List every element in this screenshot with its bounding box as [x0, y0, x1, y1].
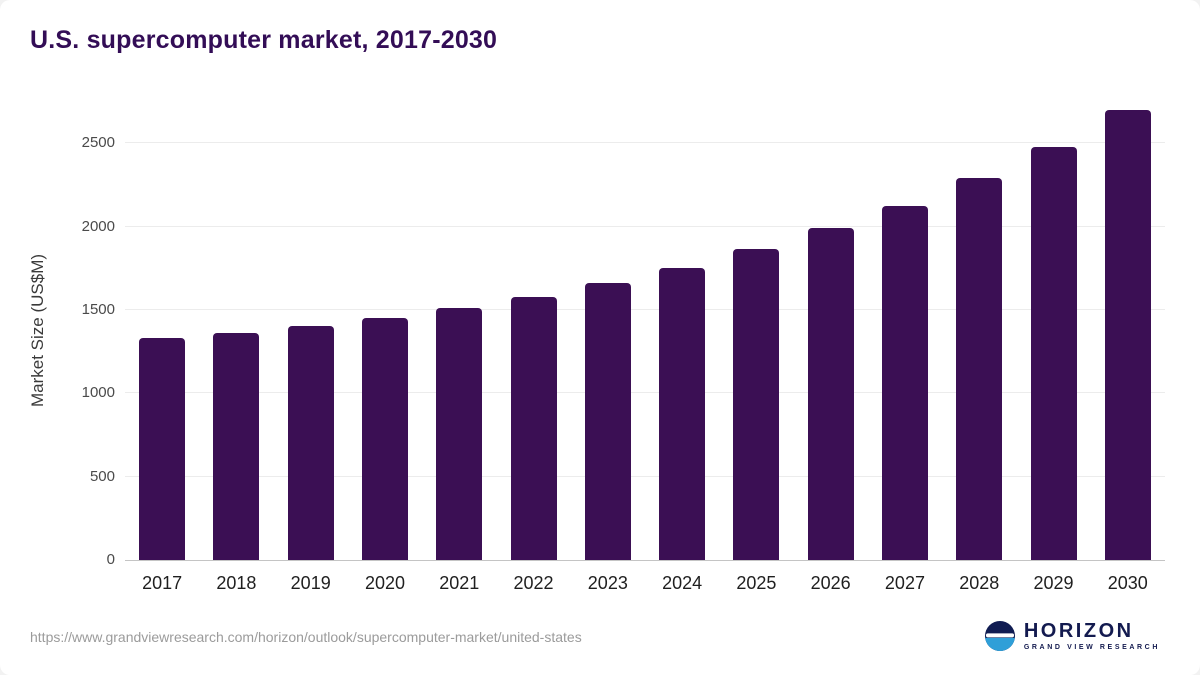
y-tick-label: 1500	[81, 301, 115, 318]
x-tick-label: 2022	[513, 573, 554, 593]
bar-2018	[213, 332, 260, 560]
bar-2022	[510, 296, 557, 560]
x-tick-label: 2020	[364, 573, 405, 593]
bar-2029	[1030, 146, 1077, 560]
logo-tagline: GRAND VIEW RESEARCH	[1023, 644, 1160, 651]
x-tick-label: 2018	[216, 573, 257, 593]
x-tick-label: 2030	[1107, 573, 1148, 593]
gridline	[125, 142, 1165, 144]
x-tick-label: 2026	[810, 573, 851, 593]
bar-slot: 2019	[274, 100, 348, 593]
bar-slot: 2023	[571, 100, 645, 593]
x-tick-label: 2023	[587, 573, 628, 593]
bar-2017	[139, 338, 186, 560]
bar-2030	[1104, 110, 1151, 560]
y-tick-label: 2000	[81, 217, 115, 235]
y-tick-label: 0	[106, 551, 115, 568]
chart-title: U.S. supercomputer market, 2017-2030	[30, 26, 498, 54]
bar-slot: 2017	[125, 100, 199, 593]
bar-2028	[956, 178, 1003, 560]
bar-2024	[659, 267, 706, 560]
bar-slot: 2018	[199, 100, 273, 593]
x-tick-label: 2027	[884, 573, 925, 593]
bar-2027	[881, 205, 928, 560]
bar-slot: 2030	[1091, 100, 1165, 593]
bar-2020	[361, 317, 408, 560]
x-tick-label: 2019	[290, 573, 331, 593]
x-tick-label: 2021	[439, 573, 480, 593]
bar-2026	[807, 228, 854, 560]
bar-slot: 2026	[794, 100, 868, 593]
y-tick-label: 500	[89, 467, 115, 485]
logo-text: HORIZON GRAND VIEW RESEARCH	[1024, 621, 1160, 651]
bar-slot: 2024	[645, 100, 719, 593]
bar-slot: 2028	[942, 100, 1016, 593]
horizon-logo-icon	[984, 621, 1015, 651]
horizon-logo: HORIZON GRAND VIEW RESEARCH	[984, 621, 1160, 651]
bar-2021	[436, 308, 483, 560]
bar-slot: 2025	[719, 100, 793, 593]
x-tick-label: 2028	[959, 573, 1000, 593]
gridline	[125, 475, 1165, 477]
bar-slot: 2029	[1016, 100, 1090, 593]
bar-slot: 2021	[422, 100, 496, 593]
bar-slot: 2027	[868, 100, 942, 593]
bar-slot: 2022	[496, 100, 570, 593]
x-tick-label: 2025	[736, 573, 777, 593]
y-tick-label: 1000	[81, 384, 115, 402]
x-tick-label: 2024	[662, 573, 703, 593]
y-axis-title: Market Size (US$M)	[28, 253, 47, 407]
gridline	[125, 225, 1165, 227]
bar-2025	[733, 249, 780, 560]
bars-layer: 2017 2018 2019 2020 2021 2022 2023 2024 2025 2026…	[125, 100, 1165, 593]
gridline	[125, 392, 1165, 394]
logo-brand: HORIZON	[1023, 620, 1134, 642]
x-tick-label: 2017	[142, 573, 183, 593]
y-tick-label: 2500	[81, 134, 115, 152]
x-tick-label: 2029	[1033, 573, 1074, 593]
bar-2023	[584, 283, 631, 560]
bar-slot: 2020	[348, 100, 422, 593]
gridline	[125, 309, 1165, 310]
plot-area: 2017 2018 2019 2020 2021 2022 2023 2024 2025 2026…	[125, 100, 1165, 593]
source-url: https://www.grandviewresearch.com/horizo…	[30, 629, 582, 645]
bar-2019	[287, 325, 334, 560]
